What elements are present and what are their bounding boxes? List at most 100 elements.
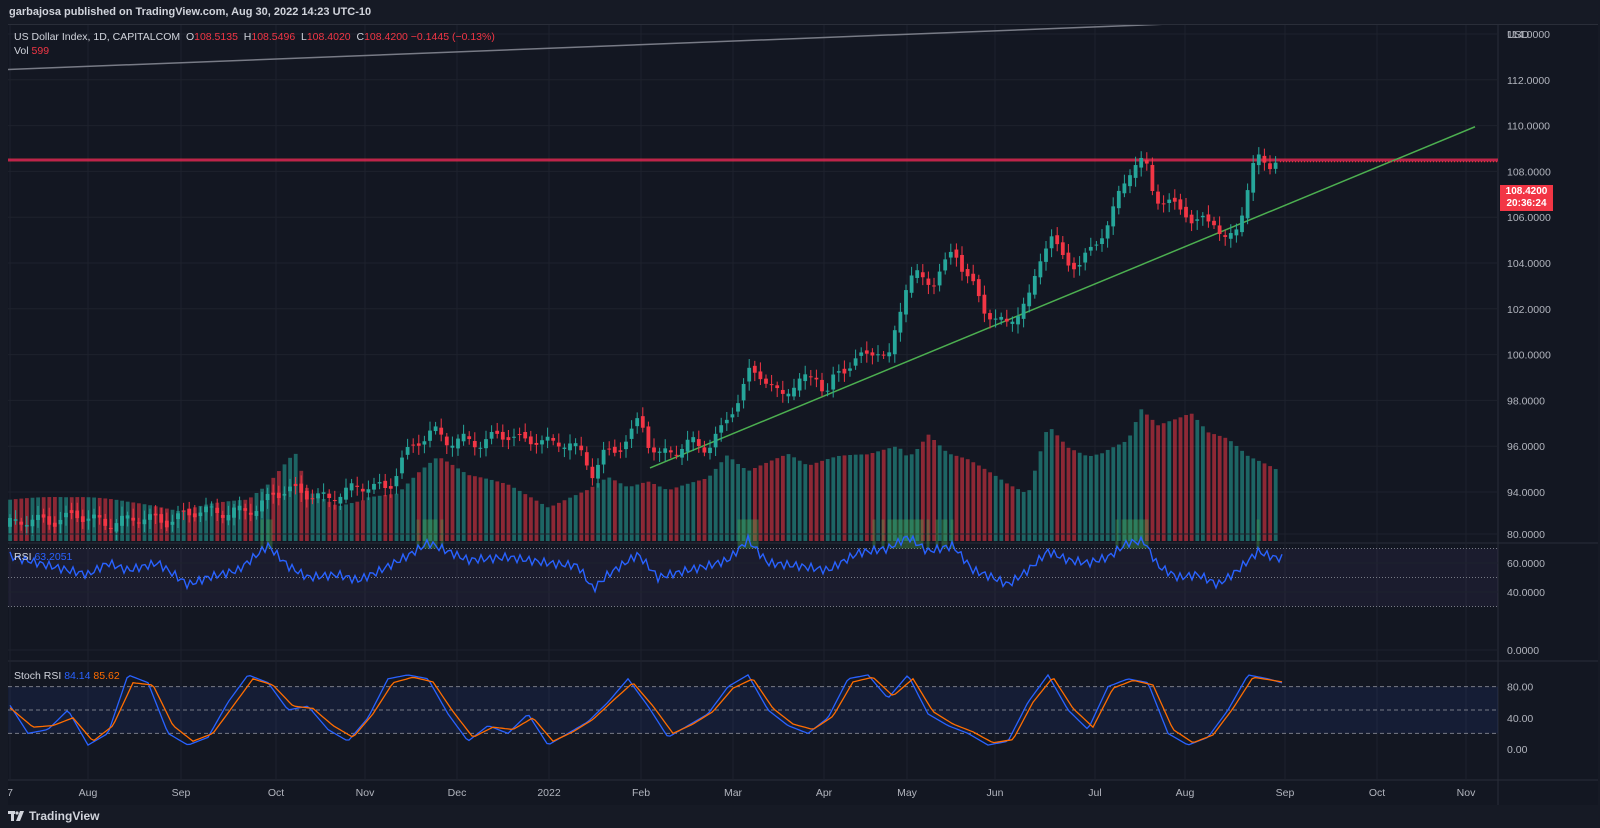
volume-bar (937, 445, 942, 541)
rsi-overbought-fill (887, 519, 891, 549)
rsi-overbought-fill (740, 519, 744, 549)
candle-body (545, 436, 550, 441)
candle-body (892, 330, 897, 355)
volume-bar (366, 497, 371, 541)
volume-bar (1206, 432, 1211, 541)
y-tick-label: 102.0000 (1507, 304, 1551, 316)
candle-body (1273, 162, 1278, 169)
volume-bar (685, 483, 690, 541)
rsi-overbought-fill (1133, 519, 1137, 549)
candle-body (215, 507, 220, 514)
volume-bar (837, 455, 841, 541)
volume-bar (708, 475, 712, 541)
candle-body (864, 350, 869, 354)
candle-body (8, 518, 12, 527)
volume-bar (669, 489, 673, 541)
candle-body (612, 446, 617, 453)
candle-body (909, 275, 914, 293)
candle-body (1161, 203, 1166, 205)
candle-body (131, 517, 136, 521)
candle-body (1049, 236, 1054, 249)
candle-body (484, 439, 488, 449)
candle-body (349, 483, 354, 491)
candle-body (394, 476, 399, 487)
rsi-overbought-fill (908, 519, 912, 549)
candle-body (1268, 163, 1272, 170)
volume-bar (1178, 417, 1183, 541)
candle-body (551, 437, 556, 441)
volume-bar (831, 457, 836, 541)
volume-bar (422, 467, 427, 541)
volume-bar (394, 493, 399, 541)
candle-body (1228, 233, 1233, 239)
candle-body (976, 279, 981, 297)
rsi-overbought-fill (890, 519, 894, 549)
volume-bar (1122, 441, 1127, 541)
candle-body (142, 519, 147, 525)
candle-body (1077, 265, 1082, 267)
volume-bar (1055, 435, 1060, 541)
volume-bar (1257, 460, 1261, 541)
volume-bar (551, 505, 556, 541)
rsi-overbought-fill (911, 519, 915, 549)
candle-body (1032, 275, 1037, 295)
candle-body (562, 447, 567, 449)
candle-body (702, 447, 707, 453)
volume-bar (501, 482, 505, 541)
candle-body (1195, 219, 1200, 221)
candle-body (943, 259, 948, 271)
candle-body (1172, 197, 1177, 202)
volume-bar (758, 465, 763, 541)
y-tick-label: 96.0000 (1507, 441, 1545, 453)
volume-bar (305, 487, 309, 541)
candle-body (752, 365, 757, 373)
tradingview-logo[interactable]: TradingView (8, 809, 99, 823)
volume-bar (797, 460, 802, 541)
rsi-overbought-fill (896, 519, 900, 549)
candle-body (1144, 160, 1149, 164)
candle-body (523, 431, 528, 439)
candle-body (444, 436, 449, 446)
rsi-overbought-fill (1256, 519, 1260, 549)
volume-bar (977, 465, 981, 541)
volume-bar (842, 455, 847, 541)
volume-bar (377, 495, 382, 541)
candle-body (265, 493, 270, 501)
volume-bar (1066, 447, 1071, 541)
candle-body (299, 483, 304, 493)
candle-body (1262, 155, 1267, 163)
volume-bar (1161, 423, 1166, 541)
candle-body (590, 466, 595, 479)
y-tick-label: 104.0000 (1507, 258, 1551, 270)
volume-legend: Vol 599 (14, 45, 49, 57)
candle-body (584, 452, 589, 466)
chart-frame[interactable]: 7 Aug Sep Oct Nov Dec 2022 Feb Mar Apr May Jun Jul Au… (8, 24, 1598, 806)
candle-body (674, 454, 679, 456)
price-chart-svg[interactable]: 7 Aug Sep Oct Nov Dec 2022 Feb Mar Apr May Jun Jul Au… (8, 25, 1598, 806)
candle-body (1156, 191, 1160, 204)
ohlc-close: C108.4200 (356, 31, 408, 43)
candle-body (825, 390, 830, 392)
channel-line (8, 25, 1163, 71)
candle-body (64, 512, 68, 518)
candle-body (1256, 154, 1261, 166)
rsi-overbought-fill (440, 519, 444, 549)
volume-bar (540, 503, 544, 541)
candle-body (601, 449, 606, 465)
candle-body (668, 450, 673, 453)
candle-body (691, 437, 696, 443)
volume-bar (809, 464, 813, 541)
volume-bar (1083, 455, 1088, 541)
candle-body (792, 387, 796, 397)
y-tick-label: 108.0000 (1507, 166, 1551, 178)
candle-body (120, 515, 124, 526)
rsi-overbought-fill (422, 519, 426, 549)
stoch-legend: Stoch RSI 84.14 85.62 (14, 670, 120, 682)
volume-bar (277, 471, 281, 541)
volume-bar (1240, 450, 1244, 541)
x-tick-label: Aug (1176, 787, 1195, 799)
volume-bar (893, 446, 897, 541)
volume-bar (506, 484, 511, 541)
volume-bar (478, 477, 483, 541)
volume-bar (881, 449, 886, 541)
